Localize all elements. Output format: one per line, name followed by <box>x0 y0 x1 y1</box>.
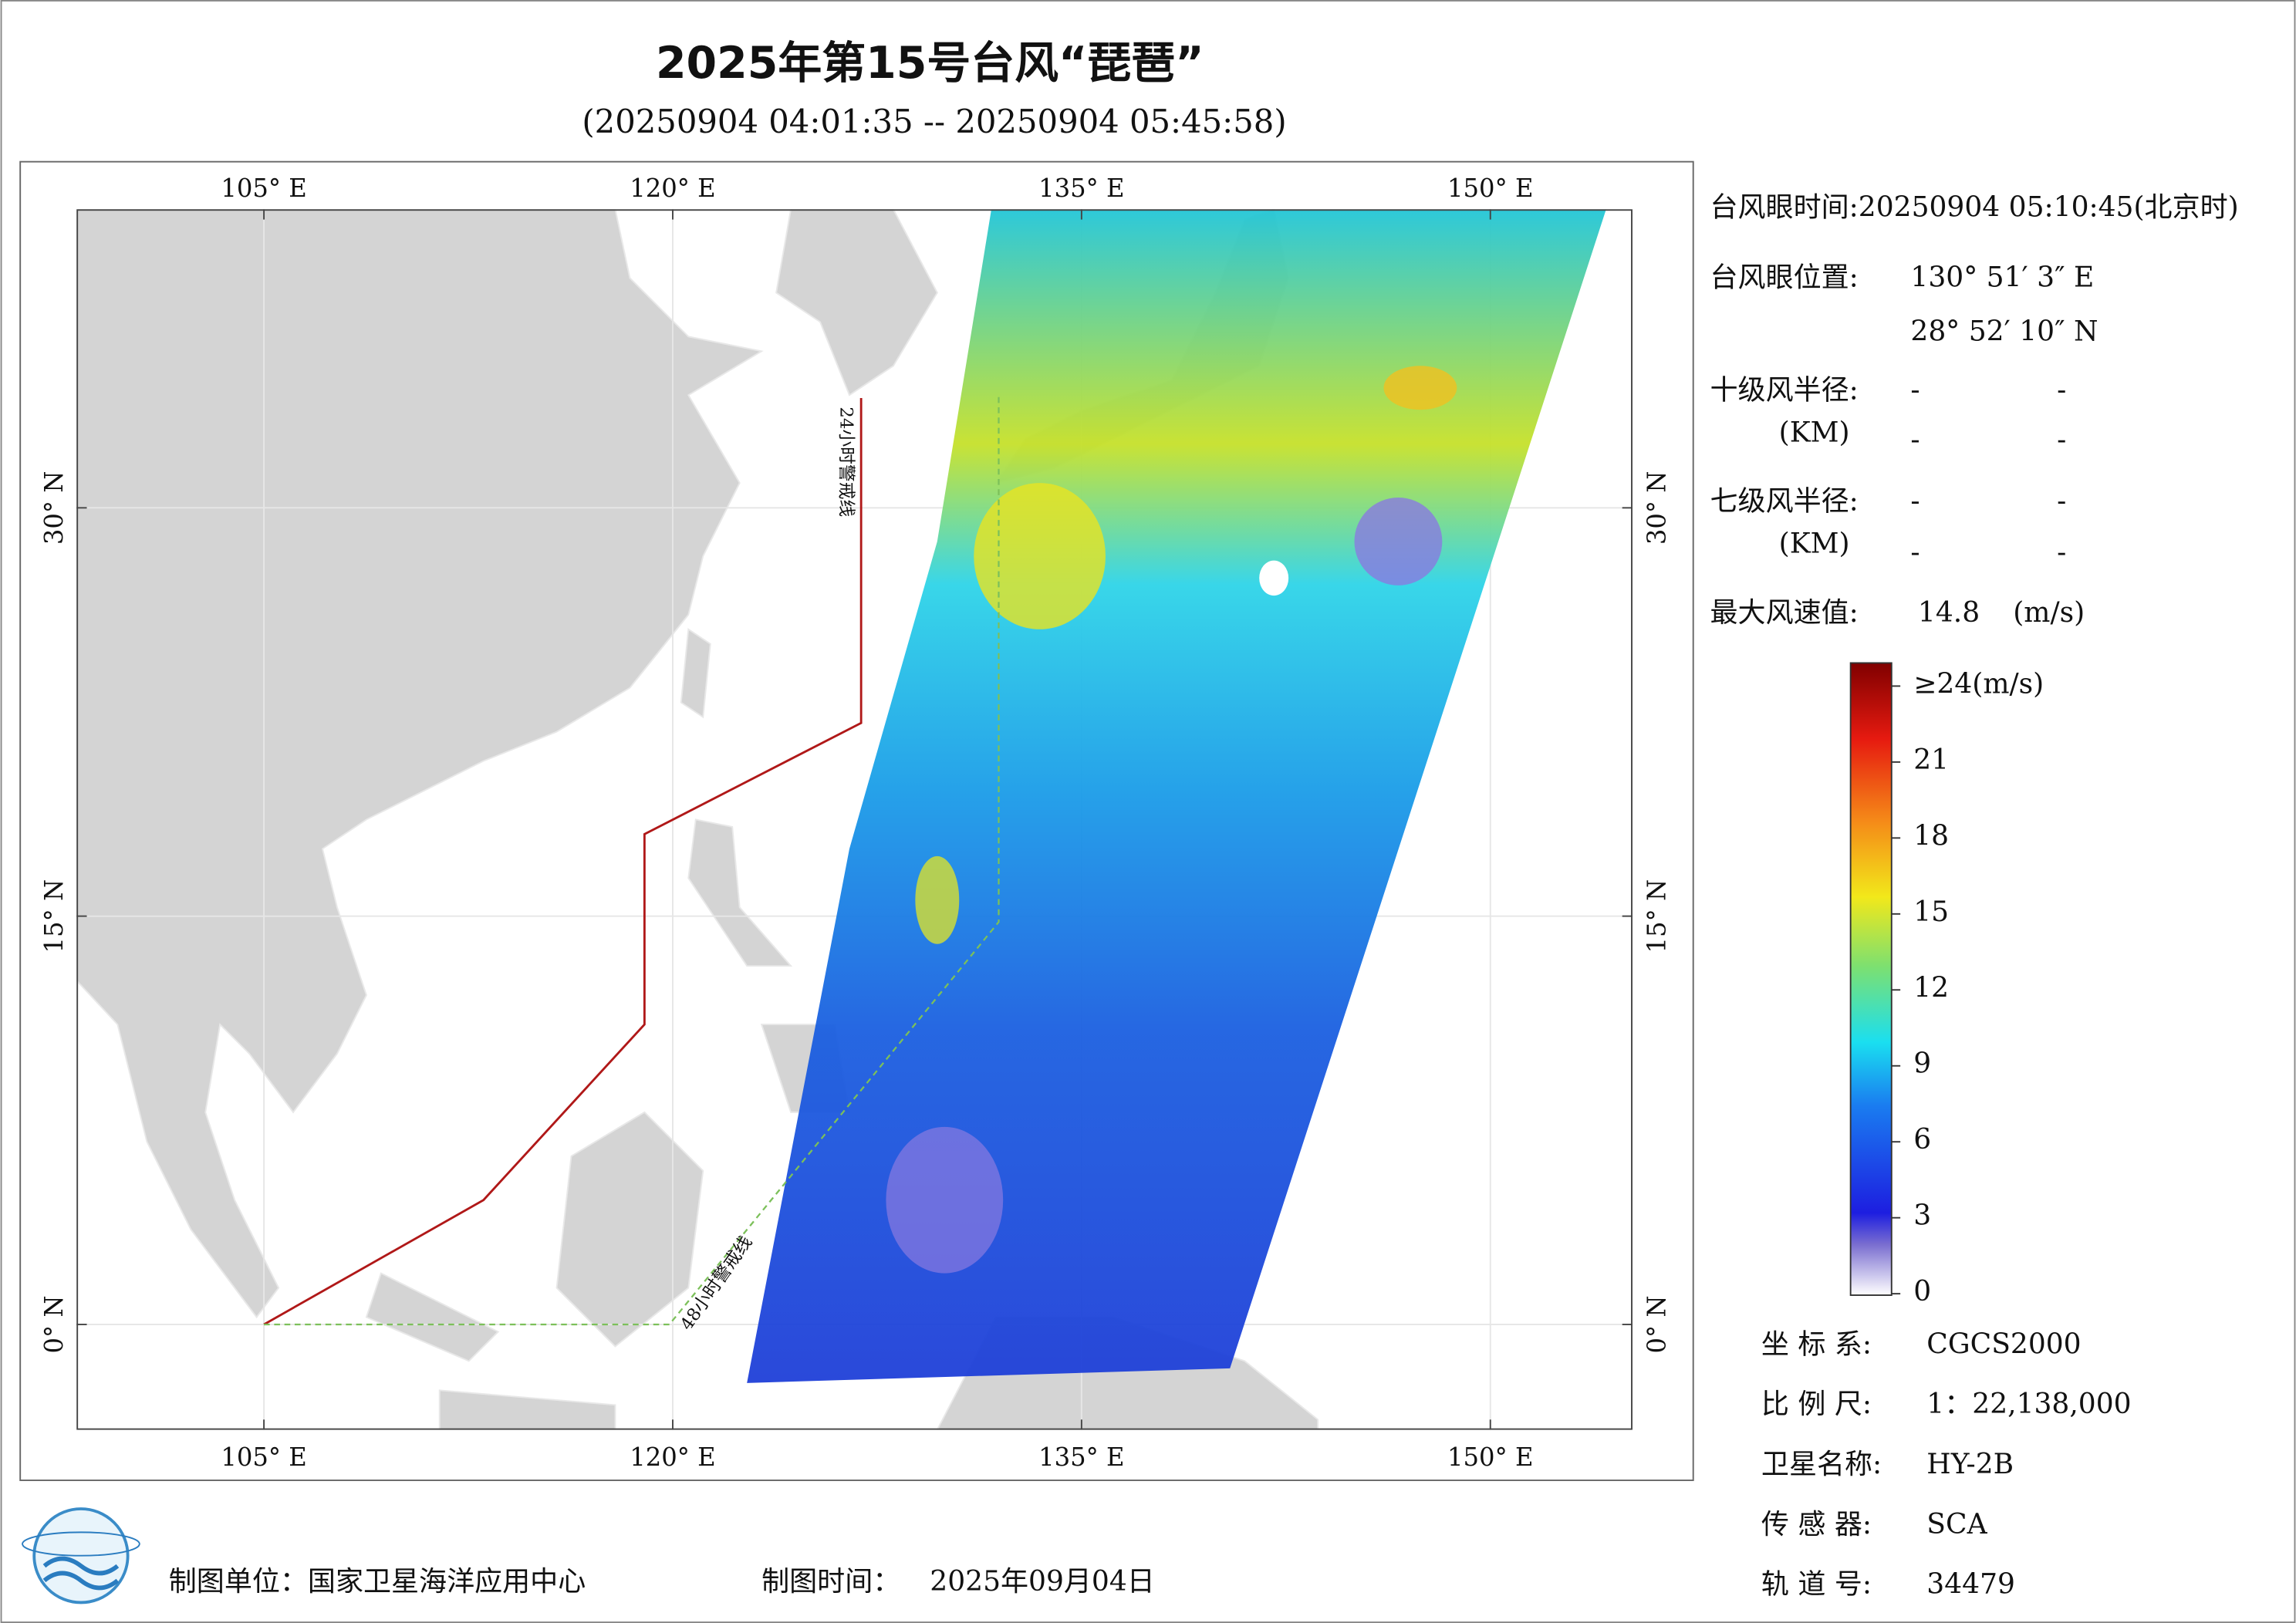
lat-label: 0° N <box>1643 1295 1672 1353</box>
meta-info: 坐 标 系: CGCS2000 比 例 尺: 1：22,138,000 卫星名称: HY-… <box>1761 1328 2132 1600</box>
subtitle: (20250904 04:01:35 -- 20250904 05:45:58) <box>582 103 1286 140</box>
colorbar <box>1849 662 1893 1296</box>
r10-value: - <box>2057 424 2066 456</box>
r10-value: - <box>2057 374 2066 406</box>
lon-label: 120° E <box>630 174 715 203</box>
eye-lon: 130° 51′ 3″ E <box>1910 262 2094 293</box>
eye-time: 台风眼时间:20250904 05:10:45(北京时) <box>1710 191 2239 223</box>
meta-label: 轨 道 号: <box>1761 1569 1872 1601</box>
lat-label: 0° N <box>39 1295 69 1353</box>
meta-label: 坐 标 系: <box>1761 1328 1872 1360</box>
eye-lat: 28° 52′ 10″ N <box>1910 316 2098 348</box>
r10-value: - <box>1910 374 1920 406</box>
lat-label: 30° N <box>1643 471 1672 545</box>
colorbar-label: 21 <box>1913 744 1949 776</box>
max-wind-unit: (m/s) <box>2013 597 2085 629</box>
lon-label: 150° E <box>1447 1442 1533 1472</box>
meta-label: 卫星名称: <box>1761 1449 1882 1480</box>
meta-value: 34479 <box>1926 1569 2015 1601</box>
lat-label: 15° N <box>39 879 69 953</box>
meta-value: SCA <box>1926 1509 1987 1540</box>
lon-label: 150° E <box>1447 174 1533 203</box>
meta-value: CGCS2000 <box>1926 1328 2081 1360</box>
map-frame <box>19 160 1694 1481</box>
lat-label: 15° N <box>1643 879 1672 953</box>
max-wind-label: 最大风速值: <box>1710 597 1859 629</box>
lat-label: 30° N <box>39 471 69 545</box>
r7-label: 七级风半径: <box>1710 486 1859 518</box>
meta-value: 1：22,138,000 <box>1926 1388 2131 1420</box>
warning-line-24h <box>263 398 863 1326</box>
r7-unit: (KM) <box>1779 528 1850 560</box>
r7-value: - <box>2057 537 2066 569</box>
lon-label: 120° E <box>630 1442 715 1472</box>
colorbar-ticks: 0 3 6 9 12 15 18 21 ≥24(m/s) <box>1891 668 2044 1308</box>
wind-patches <box>886 366 1457 1274</box>
producer: 制图单位：国家卫星海洋应用中心 <box>169 1566 586 1598</box>
colorbar-label: 15 <box>1913 896 1949 928</box>
logo <box>22 1507 140 1604</box>
r7-value: - <box>1910 537 1920 569</box>
colorbar-label: 12 <box>1913 972 1949 1004</box>
meta-label: 传 感 器: <box>1761 1509 1872 1540</box>
r7-value: - <box>2057 486 2066 518</box>
eye-position-label: 台风眼位置: <box>1710 262 1859 293</box>
r7-value: - <box>1910 486 1920 518</box>
axis-labels: 105° E 105° E 120° E 120° E 135° E 135° E 150°… <box>39 174 1671 1472</box>
r10-label: 十级风半径: <box>1710 374 1859 406</box>
warning-label-24h: 24小时警戒线 <box>836 407 856 517</box>
date: 2025年09月04日 <box>930 1566 1155 1598</box>
max-wind: 14.8 <box>1918 597 1980 629</box>
lon-label: 105° E <box>221 174 306 203</box>
map-border <box>76 209 1633 1430</box>
colorbar-label: ≥24(m/s) <box>1913 668 2044 700</box>
colorbar-label: 9 <box>1913 1048 1931 1080</box>
colorbar-label: 6 <box>1913 1124 1931 1156</box>
meta-label: 比 例 尺: <box>1761 1388 1872 1420</box>
info-panel: 台风眼时间:20250904 05:10:45(北京时) 台风眼位置: 130°… <box>1710 191 2239 629</box>
r10-unit: (KM) <box>1779 417 1850 448</box>
lon-label: 105° E <box>221 1442 306 1472</box>
r10-value: - <box>1910 424 1920 456</box>
colorbar-label: 3 <box>1913 1200 1931 1232</box>
title: 2025年第15号台风“琵琶” <box>656 38 1204 89</box>
lon-label: 135° E <box>1038 1442 1124 1472</box>
warning-line-48h <box>264 395 1000 1326</box>
colorbar-label: 18 <box>1913 820 1949 852</box>
map-area: 24小时警戒线 48小时警戒线 <box>76 209 1633 1430</box>
lon-label: 135° E <box>1038 174 1124 203</box>
date-label: 制图时间： <box>761 1566 900 1598</box>
colorbar-label: 0 <box>1913 1276 1931 1308</box>
meta-value: HY-2B <box>1926 1449 2014 1480</box>
